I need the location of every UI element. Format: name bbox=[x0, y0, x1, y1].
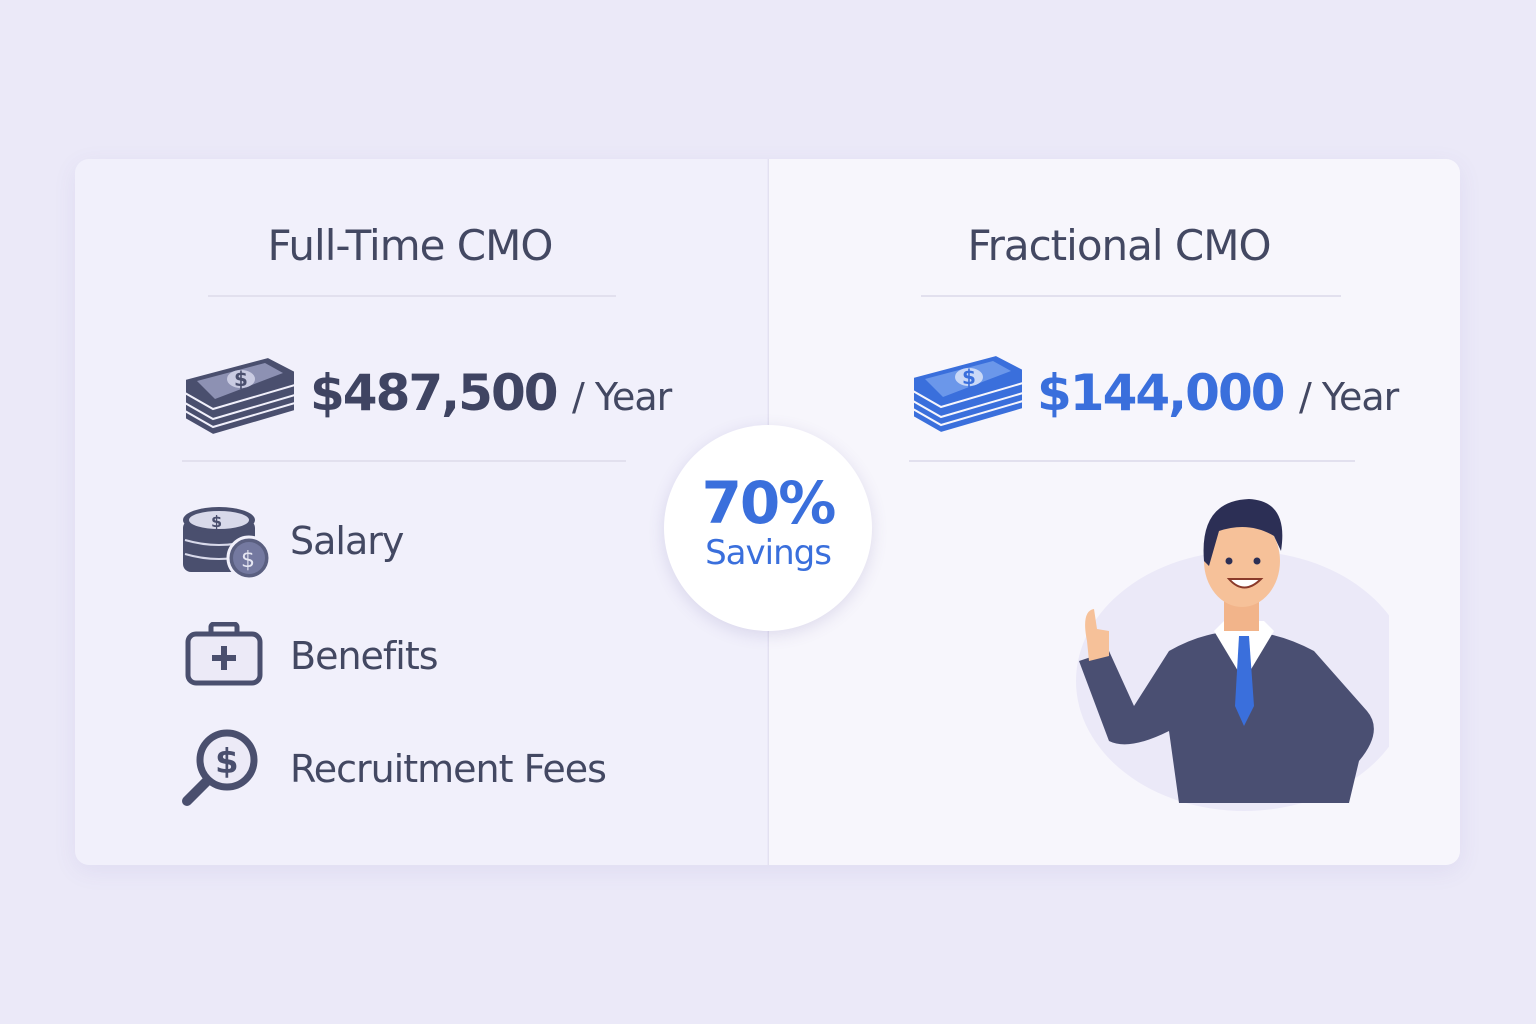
price-value: $144,000 bbox=[1037, 364, 1286, 422]
money-stack-icon: $ bbox=[184, 355, 296, 437]
fractional-price: $144,000 / Year bbox=[1037, 364, 1399, 422]
savings-label: Savings bbox=[705, 533, 832, 573]
svg-text:$: $ bbox=[234, 367, 248, 391]
full-time-price: $487,500 / Year bbox=[310, 364, 672, 422]
money-stack-icon: $ bbox=[912, 353, 1024, 435]
divider bbox=[182, 460, 626, 462]
magnifier-dollar-icon: $ bbox=[182, 729, 258, 806]
fractional-panel: Fractional CMO $ $144,000 / Year bbox=[768, 159, 1460, 865]
divider bbox=[208, 295, 616, 297]
price-period: / Year bbox=[571, 375, 672, 419]
item-benefits: Benefits bbox=[290, 634, 439, 678]
fractional-title: Fractional CMO bbox=[967, 221, 1271, 270]
svg-text:$: $ bbox=[241, 548, 255, 573]
divider bbox=[909, 460, 1355, 462]
medical-kit-icon bbox=[185, 622, 263, 686]
savings-percent: 70% bbox=[701, 469, 837, 537]
svg-text:$: $ bbox=[962, 365, 976, 389]
item-recruitment-fees: Recruitment Fees bbox=[290, 747, 607, 791]
item-salary: Salary bbox=[290, 519, 404, 563]
comparison-card: Full-Time CMO $ $487,500 / Year $ bbox=[75, 159, 1460, 865]
savings-badge: 70% Savings bbox=[664, 425, 872, 631]
svg-text:$: $ bbox=[211, 512, 222, 531]
coins-icon: $ $ bbox=[183, 507, 272, 581]
full-time-panel: Full-Time CMO $ $487,500 / Year $ bbox=[75, 159, 767, 865]
businessman-thumbs-up-illustration bbox=[1076, 499, 1389, 811]
svg-text:$: $ bbox=[215, 742, 239, 782]
full-time-title: Full-Time CMO bbox=[267, 221, 554, 270]
divider bbox=[921, 295, 1341, 297]
price-period: / Year bbox=[1298, 375, 1399, 419]
price-value: $487,500 bbox=[310, 364, 559, 422]
